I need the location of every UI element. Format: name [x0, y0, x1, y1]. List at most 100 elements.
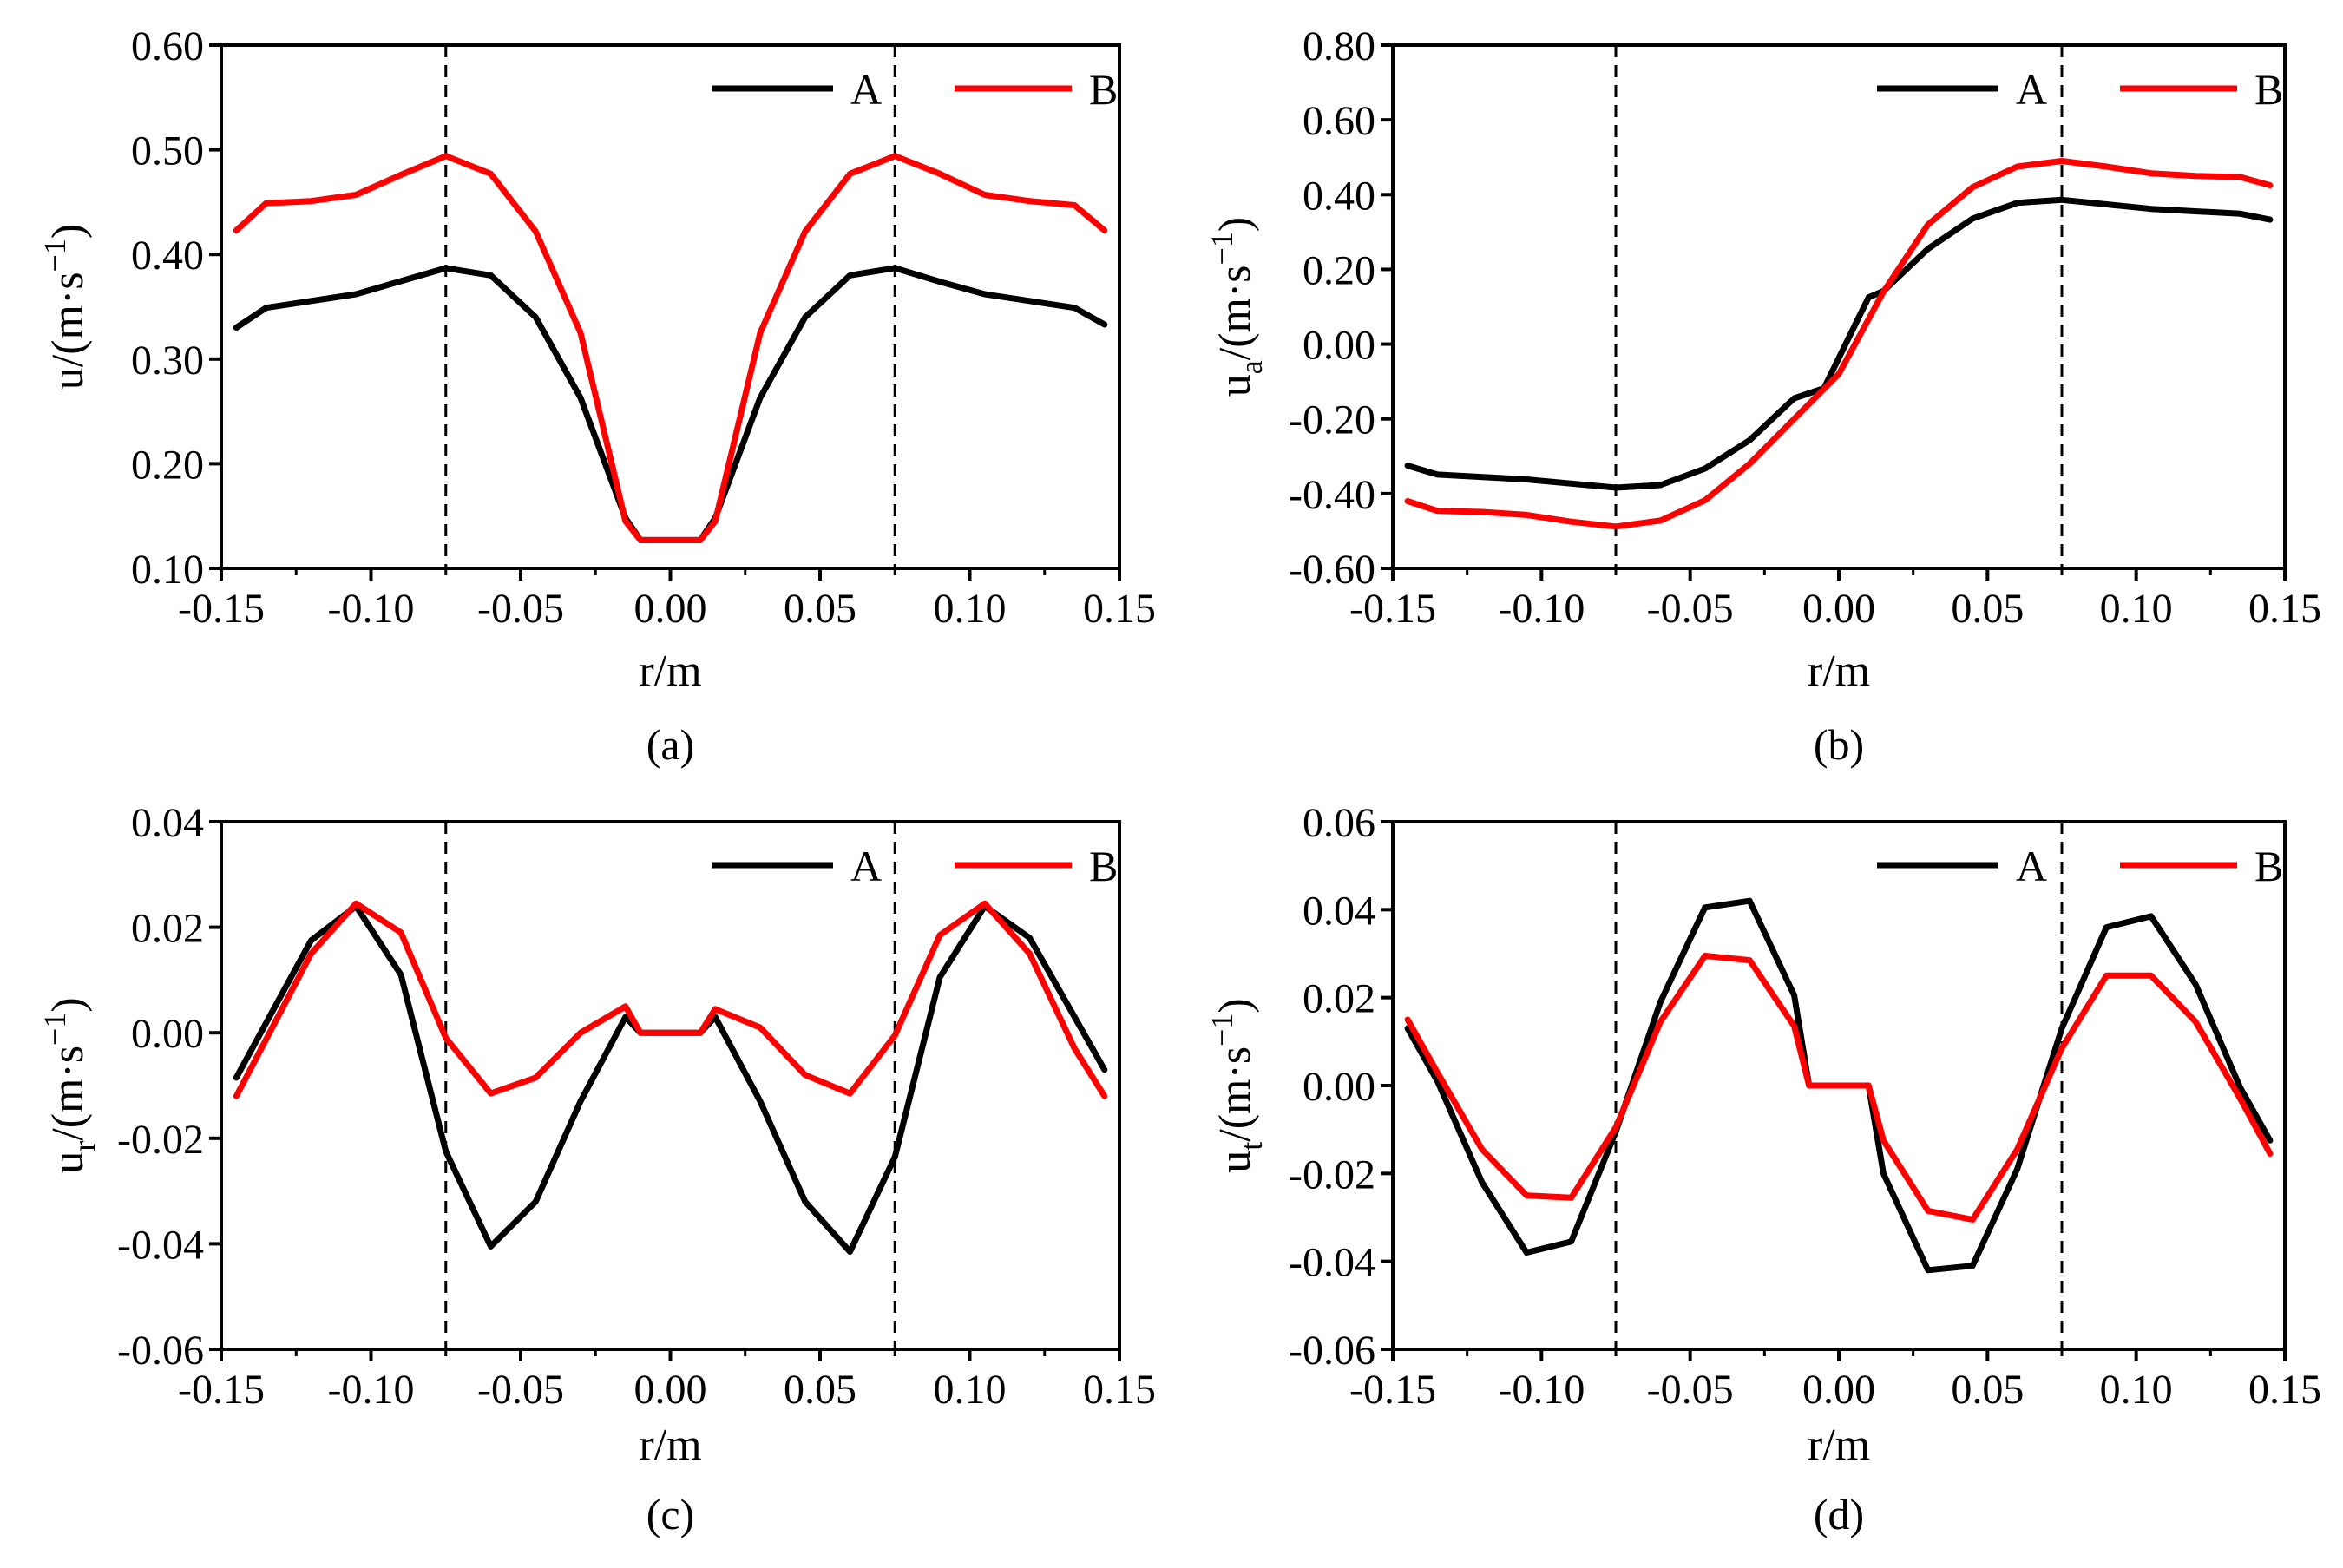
x-axis-title: r/m [639, 646, 701, 696]
y-tick-label: -0.04 [1289, 1240, 1375, 1286]
y-tick-label: -0.20 [1289, 397, 1375, 443]
series-line-B [233, 900, 1108, 1099]
legend-label-B: B [2254, 65, 2283, 114]
panel-caption: (b) [1814, 720, 1864, 769]
y-axis-title-subscript: t [1234, 1142, 1269, 1151]
legend-label-A: A [850, 842, 882, 890]
y-axis-title-unit: /(m·s [43, 1046, 93, 1141]
y-axis-title: ur/(m·s−1) [37, 997, 102, 1173]
series-line-B [1404, 158, 2274, 530]
y-tick-label: -0.02 [117, 1117, 204, 1163]
y-tick-label: 0.06 [1303, 800, 1375, 846]
y-axis-title-base: u [43, 1151, 93, 1174]
y-tick-label: 0.50 [131, 128, 204, 174]
legend-label-A: A [2016, 842, 2047, 890]
y-tick-label: 0.20 [1303, 247, 1375, 293]
y-tick-label: 0.60 [131, 23, 204, 69]
x-axis-title: r/m [1808, 646, 1870, 696]
y-axis-title-unit: /(m·s [1211, 1046, 1260, 1142]
y-axis-title: u/(m·s−1) [37, 224, 93, 390]
x-tick-label: 0.05 [1951, 1367, 2024, 1413]
panel-caption: (c) [646, 1490, 695, 1538]
y-tick-label: -0.02 [1289, 1151, 1375, 1197]
x-tick-label: -0.05 [477, 1367, 564, 1413]
legend-label-A: A [2016, 65, 2047, 114]
y-axis-title-unit: /(m·s [43, 272, 93, 367]
series-line-A [233, 902, 1108, 1255]
series-line-B [233, 153, 1108, 543]
x-tick-label: -0.05 [1647, 1367, 1734, 1413]
x-tick-label: -0.10 [328, 1367, 415, 1413]
y-tick-label: 0.02 [131, 906, 204, 952]
x-tick-label: 0.05 [1951, 586, 2024, 632]
y-tick-label: 0.00 [1303, 323, 1375, 369]
y-axis-title-exponent: −1 [37, 1013, 72, 1046]
x-axis-title: r/m [1808, 1420, 1870, 1470]
x-tick-label: 0.00 [634, 1367, 707, 1413]
x-tick-label: 0.00 [1802, 586, 1875, 632]
y-tick-label: 0.04 [1303, 888, 1375, 934]
x-tick-label: 0.15 [2248, 586, 2321, 632]
x-tick-label: -0.10 [328, 586, 415, 632]
x-tick-label: 0.05 [784, 586, 856, 632]
plot-frame [1391, 43, 2287, 570]
x-tick-label: -0.15 [1349, 586, 1436, 632]
y-tick-label: -0.04 [117, 1222, 204, 1268]
x-tick-label: -0.15 [178, 1367, 265, 1413]
x-tick-label: 0.10 [934, 1367, 1007, 1413]
y-tick-label: 0.80 [1303, 23, 1375, 69]
y-axis-title-close: ) [43, 224, 93, 239]
series-line-B [1404, 953, 2274, 1223]
chart-panel-b: A B -0.15 -0.10 -0.05 0.00 0.05 0.10 0.15 -0.60 -0… [1204, 23, 2321, 769]
plot-frame [220, 43, 1121, 570]
y-axis-title-close: ) [1211, 217, 1260, 232]
y-axis-title-unit: /(m·s [1211, 265, 1260, 360]
y-axis-title-base: u [43, 367, 93, 390]
y-tick-label: -0.40 [1289, 472, 1375, 518]
y-tick-label: 0.40 [1303, 173, 1375, 219]
y-tick-label: 0.00 [1303, 1064, 1375, 1110]
y-tick-label: 0.02 [1303, 976, 1375, 1022]
x-tick-label: 0.10 [2100, 1367, 2173, 1413]
y-axis-title-exponent: −1 [1204, 1014, 1239, 1046]
y-axis-title: ut/(m·s−1) [1204, 998, 1269, 1172]
x-tick-label: -0.05 [1647, 586, 1734, 632]
series-line-A [233, 265, 1108, 543]
panel-caption: (d) [1814, 1490, 1864, 1538]
x-tick-label: 0.15 [2248, 1367, 2321, 1413]
y-tick-label: 0.30 [131, 338, 204, 384]
chart-panel-d: A B -0.15 -0.10 -0.05 0.00 0.05 0.10 0.15 -0.06 -0… [1204, 800, 2321, 1538]
legend-label-B: B [2254, 842, 2283, 890]
x-tick-label: 0.00 [634, 586, 707, 632]
x-tick-label: -0.10 [1498, 586, 1585, 632]
chart-panel-a: A B -0.15 -0.10 -0.05 0.00 0.05 0.10 0.15 0.10 0.2… [37, 23, 1156, 769]
x-tick-label: 0.10 [2100, 586, 2173, 632]
x-axis-title: r/m [639, 1420, 701, 1470]
y-axis-title-subscript: r [67, 1141, 102, 1151]
y-axis-title: ua/(m·s−1) [1204, 217, 1269, 397]
x-tick-label: 0.15 [1083, 586, 1156, 632]
y-tick-label: 0.60 [1303, 98, 1375, 144]
y-tick-label: 0.04 [131, 800, 204, 846]
y-axis-title-exponent: −1 [1204, 232, 1239, 265]
y-axis-title-base: u [1211, 1151, 1260, 1173]
x-tick-label: 0.05 [784, 1367, 856, 1413]
x-tick-label: 0.10 [934, 586, 1007, 632]
y-tick-label: 0.00 [131, 1011, 204, 1057]
y-axis-title-close: ) [1211, 998, 1260, 1013]
y-axis-title-subscript: a [1234, 360, 1269, 374]
x-tick-label: -0.05 [477, 586, 564, 632]
y-axis-title-close: ) [43, 997, 93, 1012]
y-tick-label: -0.06 [117, 1328, 204, 1374]
y-tick-label: -0.06 [1289, 1328, 1375, 1374]
chart-panel-c: A B -0.15 -0.10 -0.05 0.00 0.05 0.10 0.15 -0.06 -0… [37, 800, 1156, 1538]
x-tick-label: 0.00 [1802, 1367, 1875, 1413]
y-axis-title-base: u [1211, 374, 1260, 397]
x-tick-label: -0.10 [1498, 1367, 1585, 1413]
y-tick-label: -0.60 [1289, 547, 1375, 593]
y-axis-title-exponent: −1 [37, 239, 72, 272]
y-tick-label: 0.20 [131, 442, 204, 488]
legend-label-A: A [850, 65, 882, 114]
legend-label-B: B [1089, 65, 1118, 114]
